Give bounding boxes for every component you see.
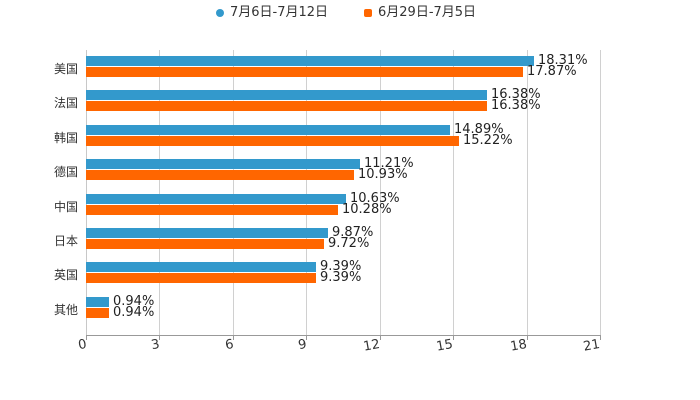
category-label: 韩国	[53, 130, 78, 145]
value-label: 9.87%	[332, 225, 374, 240]
value-label: 9.39%	[320, 270, 362, 286]
bar-series-2[interactable]	[86, 67, 523, 77]
x-axis-line	[86, 335, 600, 336]
value-label: 16.38%	[491, 98, 541, 114]
bar-series-1[interactable]	[86, 262, 316, 273]
bar-series-2[interactable]	[86, 101, 487, 112]
bar-series-1[interactable]	[86, 228, 328, 238]
gridline	[159, 50, 160, 335]
bar-series-1[interactable]	[86, 56, 534, 66]
legend-label: 6月29日-7月5日	[378, 5, 477, 20]
value-label: 9.39%	[320, 259, 362, 275]
category-label: 其他	[53, 302, 78, 317]
value-label: 10.93%	[358, 167, 408, 183]
value-label: 15.22%	[463, 132, 513, 148]
x-tick	[600, 335, 601, 340]
category-label: 美国	[53, 62, 78, 76]
gridline	[380, 50, 381, 335]
value-label: 18.31%	[538, 53, 588, 68]
bar-series-2[interactable]	[86, 307, 109, 318]
x-tick	[233, 335, 234, 340]
value-label: 10.28%	[342, 201, 392, 217]
bar-series-1[interactable]	[86, 124, 450, 135]
x-tick	[306, 335, 307, 340]
x-tick-label: 21	[582, 337, 602, 355]
bar-series-2[interactable]	[86, 170, 354, 181]
value-label: 17.87%	[527, 64, 577, 79]
bar-series-1[interactable]	[86, 159, 360, 170]
category-label: 法国	[53, 96, 78, 111]
bar-series-2[interactable]	[86, 204, 338, 215]
x-tick	[380, 335, 381, 340]
category-label: 日本	[53, 234, 78, 248]
gridline	[306, 50, 307, 335]
x-tick-label: 15	[435, 337, 455, 355]
bar-series-1[interactable]	[86, 296, 109, 307]
gridline	[527, 50, 528, 335]
bar-series-1[interactable]	[86, 90, 487, 101]
bar-series-1[interactable]	[86, 193, 346, 204]
value-label: 9.72%	[328, 236, 370, 251]
category-label: 英国	[53, 268, 78, 283]
circle-marker-icon	[216, 9, 224, 17]
x-tick-label: 12	[362, 337, 382, 355]
gridline	[233, 50, 234, 335]
gridline	[453, 50, 454, 335]
value-label: 10.63%	[350, 190, 400, 206]
value-label: 0.94%	[113, 293, 155, 309]
x-tick	[159, 335, 160, 340]
category-label: 中国	[53, 199, 78, 214]
x-tick	[86, 335, 87, 340]
x-tick	[453, 335, 454, 340]
value-label: 14.89%	[454, 121, 504, 137]
x-tick	[527, 335, 528, 340]
bar-series-2[interactable]	[86, 135, 459, 146]
bar-series-2[interactable]	[86, 273, 316, 284]
plot-area: 18.31% 17.87% 16.38% 16.38% 14.89% 15.22% 11.2…	[86, 50, 601, 340]
bar-series-2[interactable]	[86, 239, 324, 249]
value-label: 0.94%	[113, 304, 155, 320]
category-label: 德国	[53, 165, 78, 180]
square-marker-icon	[364, 9, 372, 17]
chart-legend: 7月6日-7月12日 6月29日-7月5日	[0, 4, 700, 22]
x-tick-label: 18	[509, 337, 529, 355]
value-label: 16.38%	[491, 87, 541, 103]
value-label: 11.21%	[364, 156, 414, 172]
gridline	[600, 50, 601, 335]
y-axis-line	[86, 50, 87, 335]
legend-label: 7月6日-7月12日	[230, 5, 329, 20]
